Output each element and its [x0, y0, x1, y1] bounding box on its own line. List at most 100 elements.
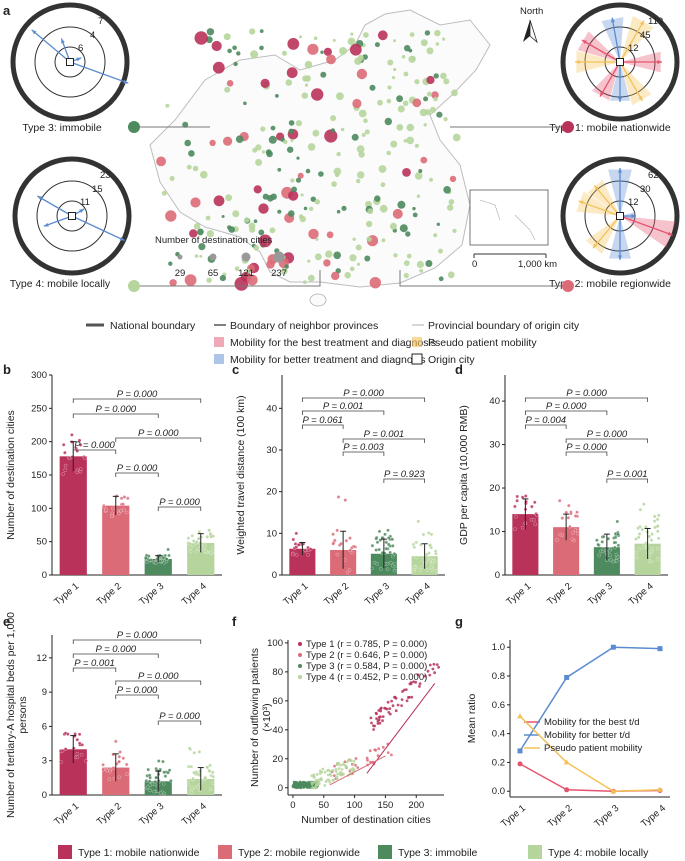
p-value: P = 0.000	[566, 388, 607, 399]
scatter-point	[313, 776, 316, 779]
map-city-dot	[404, 72, 409, 77]
map-city-dot	[303, 280, 307, 284]
scatter-point	[401, 690, 404, 693]
data-point	[102, 768, 105, 771]
map-city-dot	[286, 79, 293, 86]
map-city-dot	[434, 73, 439, 78]
data-point	[63, 451, 66, 454]
data-point	[154, 776, 157, 779]
map-city-dot	[287, 147, 293, 153]
panel-label-b: b	[3, 362, 11, 377]
map-city-dot	[356, 179, 360, 183]
data-point	[514, 515, 517, 518]
data-point	[295, 546, 298, 549]
data-point	[389, 561, 392, 564]
map-city-dot	[353, 238, 356, 241]
north-arrow-icon-right	[530, 20, 537, 42]
x-tick-label: Type 1	[504, 581, 533, 608]
data-point	[646, 530, 649, 533]
map-city-dot	[392, 76, 395, 79]
map-city-dot	[423, 96, 428, 101]
map-city-dot	[363, 32, 369, 38]
map-city-dot	[336, 92, 344, 100]
data-point	[597, 543, 600, 546]
p-value: P = 0.003	[343, 442, 384, 453]
map-city-dot	[195, 31, 208, 44]
map-city-dot	[188, 150, 195, 157]
data-point	[161, 760, 164, 763]
scatter-point	[319, 772, 322, 775]
data-point	[653, 526, 656, 529]
scatter-point	[321, 768, 324, 771]
map-city-dot	[425, 30, 430, 35]
data-point	[298, 543, 301, 546]
map-city-dot	[396, 95, 403, 102]
data-point	[291, 553, 294, 556]
map-city-dot	[404, 260, 410, 266]
data-point	[110, 515, 113, 518]
scatter-point	[324, 771, 327, 774]
map-city-dot	[367, 236, 372, 241]
map-city-dot	[414, 79, 419, 84]
data-point	[533, 501, 536, 504]
scatter-point	[355, 757, 358, 760]
data-point	[159, 792, 162, 795]
series-marker	[658, 646, 663, 651]
data-point	[616, 533, 619, 536]
y-tick-label: 40	[266, 403, 277, 414]
data-point	[125, 511, 128, 514]
map-city-dot	[206, 216, 211, 221]
data-point	[111, 507, 114, 510]
data-point	[168, 769, 171, 772]
scatter-point	[353, 760, 356, 763]
map-city-dot	[275, 94, 279, 98]
data-point	[568, 525, 571, 528]
data-point	[571, 538, 574, 541]
map-city-dot	[331, 128, 335, 132]
map-city-dot	[244, 217, 250, 223]
scatter-legend-label: Type 3 (r = 0.584, P = 0.000)	[306, 661, 427, 672]
map-city-dot	[326, 55, 336, 65]
series-marker	[611, 645, 616, 650]
scatter-point	[387, 751, 390, 754]
data-point	[637, 536, 640, 539]
y-axis-label: Number of tertiary-A hospital beds per 1…	[5, 612, 17, 818]
map-city-dot	[357, 69, 367, 79]
map-city-dot	[357, 171, 364, 178]
data-point	[304, 549, 307, 552]
data-point	[198, 530, 201, 533]
map-city-dot	[309, 207, 313, 211]
data-point	[145, 779, 148, 782]
scatter-point	[323, 784, 326, 787]
data-point	[59, 760, 62, 763]
map-city-dot	[450, 176, 456, 182]
data-point	[521, 496, 524, 499]
y-tick-label: 0.4	[492, 729, 505, 740]
p-value: P = 0.000	[343, 388, 384, 399]
y-tick-label: 0	[278, 783, 283, 794]
data-point	[413, 566, 416, 569]
map-city-dot	[349, 254, 356, 261]
data-point	[212, 775, 215, 778]
map-city-dot	[375, 42, 380, 47]
data-point	[657, 537, 660, 540]
data-point	[76, 752, 79, 755]
x-tick-label: Type 1	[52, 801, 81, 828]
map-city-dot	[443, 186, 451, 194]
map-city-dot	[433, 97, 438, 102]
x-tick-label: Type 1	[499, 803, 528, 830]
map-city-dot	[259, 46, 264, 51]
map-city-dot	[331, 181, 337, 187]
data-point	[608, 554, 611, 557]
data-point	[199, 541, 202, 544]
ring-label-outer: 62	[648, 170, 659, 181]
data-point	[430, 563, 433, 566]
scatter-point	[401, 698, 404, 701]
map-city-dot	[393, 209, 403, 219]
x-tick-label: 50	[318, 800, 329, 811]
map-city-dot	[380, 205, 388, 213]
data-point	[521, 526, 524, 529]
data-point	[157, 779, 160, 782]
data-point	[122, 503, 125, 506]
map-city-dot	[305, 61, 313, 69]
